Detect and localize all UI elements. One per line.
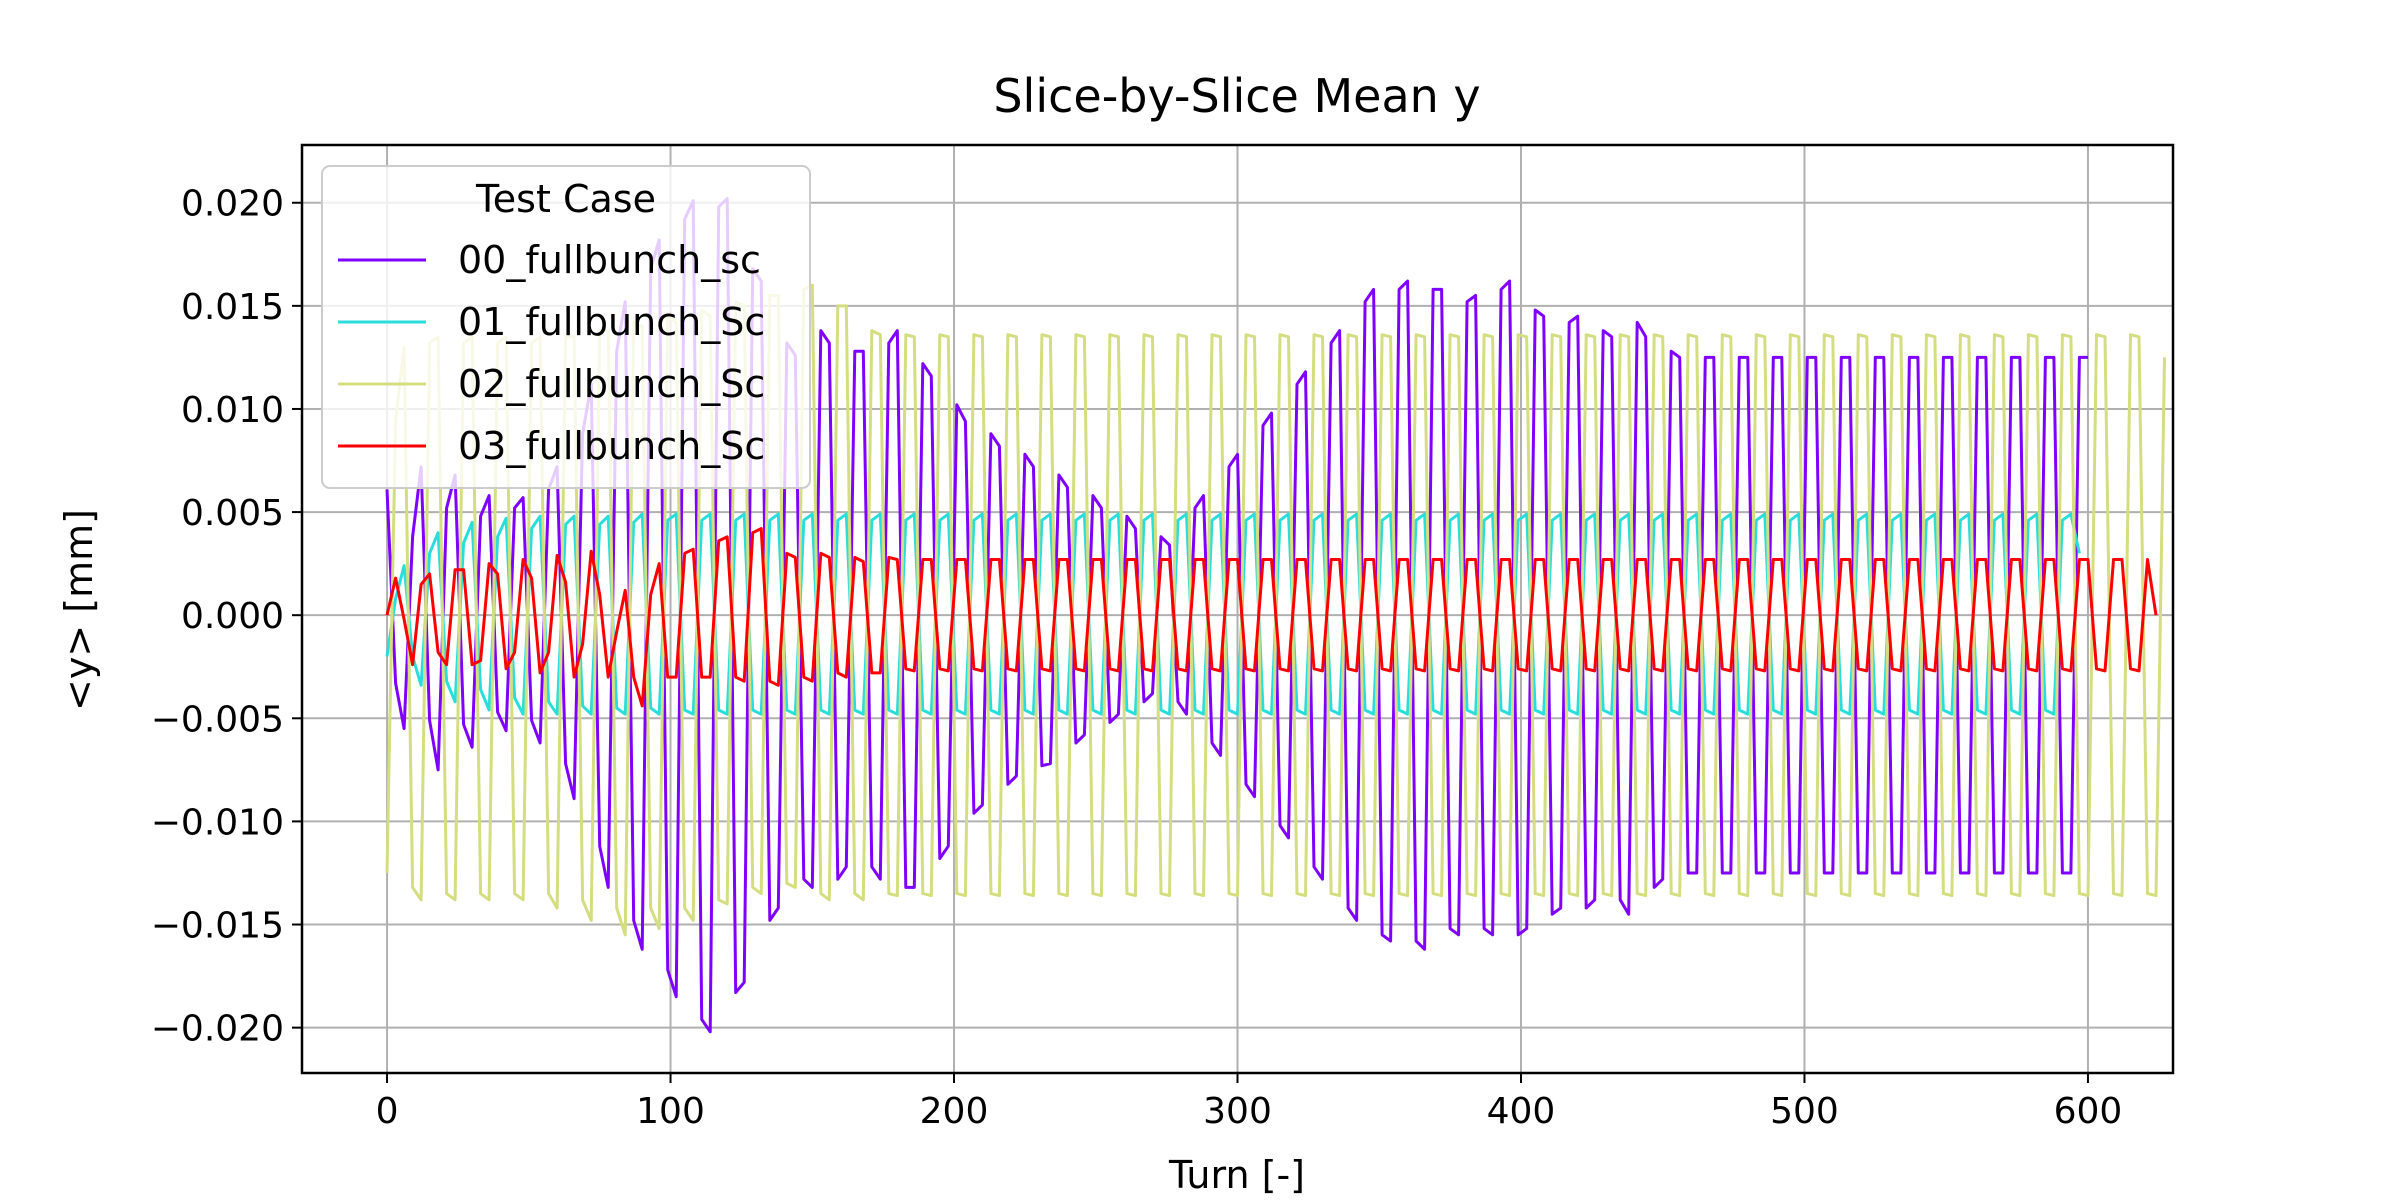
x-axis-label: Turn [-] [1168,1153,1305,1197]
legend-label: 00_fullbunch_sc [458,238,761,282]
legend-label: 03_fullbunch_Sc [458,424,765,468]
legend-label: 01_fullbunch_Sc [458,300,765,344]
y-axis-label: <y> [mm] [57,509,101,711]
x-tick-label: 200 [920,1091,989,1132]
x-tick-label: 600 [2054,1091,2123,1132]
x-tick-label: 500 [1770,1091,1839,1132]
y-tick-label: 0.020 [181,184,284,225]
y-tick-label: 0.000 [181,596,284,637]
x-tick-label: 0 [376,1091,399,1132]
plot-frame [300,143,2175,1075]
y-tick-label: −0.020 [151,1009,284,1050]
y-tick-label: −0.010 [151,802,284,843]
y-tick-label: −0.005 [151,699,284,740]
x-tick-label: 300 [1203,1091,1272,1132]
series-line-0 [385,197,2088,1034]
series-line-1 [385,512,2081,716]
legend-box [321,165,811,489]
tick-labels: 0 100 200 300 400 500 600 −0.020 −0.015 −0.010 −0.… [151,184,2123,1132]
legend-label: 02_fullbunch_Sc [458,362,765,406]
series-lines [385,197,2166,1034]
legend-title: Test Case [475,177,656,221]
series-line-3 [385,527,2158,708]
x-tick-label: 400 [1487,1091,1556,1132]
y-tick-label: 0.010 [181,390,284,431]
x-tick-label: 100 [636,1091,705,1132]
legend-entries: 00_fullbunch_sc 01_fullbunch_Sc 02_fullbun… [338,238,765,468]
y-tick-label: 0.005 [181,493,284,534]
y-tick-label: 0.015 [181,287,284,328]
chart-title: Slice-by-Slice Mean y [993,69,1480,123]
legend: Test Case 00_fullbunch_sc 01_fullbunch_Sc… [321,165,811,489]
axes [292,143,2175,1083]
y-tick-label: −0.015 [151,906,284,947]
